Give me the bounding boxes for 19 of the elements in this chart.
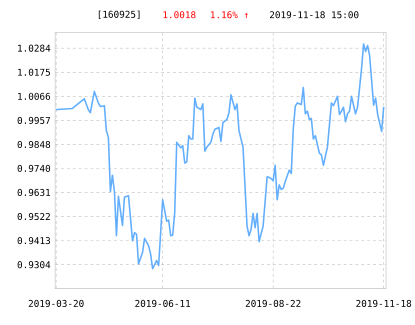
x-tick-label: 2019-06-11 xyxy=(135,300,190,307)
y-tick-label: 0.9304 xyxy=(18,261,50,268)
y-tick-label: 1.0066 xyxy=(18,92,50,100)
y-tick-label: 0.9631 xyxy=(18,188,50,196)
x-tick-label: 2019-11-18 xyxy=(356,300,412,307)
text: 2019-11-18 15:00 xyxy=(270,11,358,18)
text: 1.16% ↑ xyxy=(210,11,248,18)
y-tick-label: 0.9957 xyxy=(18,116,50,124)
y-tick-label: 0.9522 xyxy=(18,213,50,220)
x-tick-label: 2019-03-20 xyxy=(28,300,84,307)
chart-title: [160925] xyxy=(98,10,140,19)
y-tick-label: 0.9740 xyxy=(18,164,50,172)
text: 1.0018 xyxy=(164,11,196,18)
y-tick-label: 0.9413 xyxy=(18,237,50,244)
y-tick-label: 1.0175 xyxy=(18,68,50,76)
line-series xyxy=(55,43,384,270)
x-tick-label: 2019-08-22 xyxy=(246,300,300,307)
y-tick-label: 1.0284 xyxy=(18,44,50,52)
y-tick-label: 0.9848 xyxy=(18,140,50,148)
